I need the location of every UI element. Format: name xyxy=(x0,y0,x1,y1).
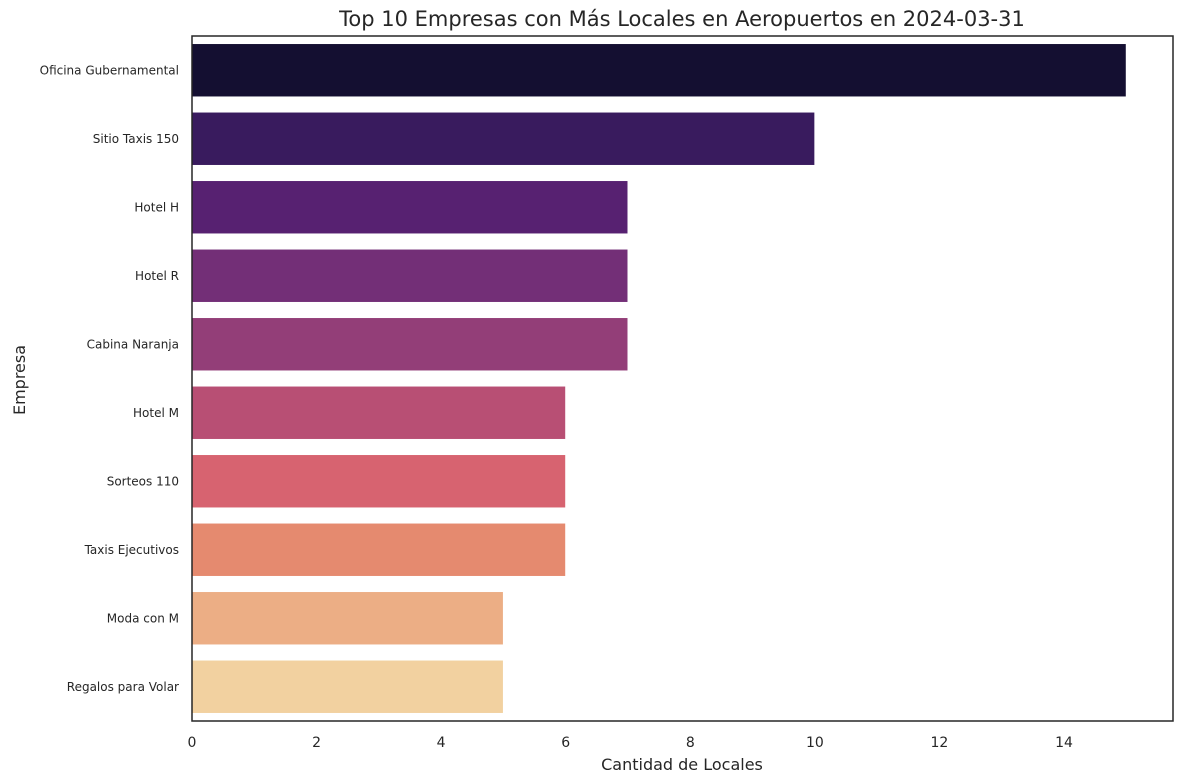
x-tick-label: 0 xyxy=(188,735,197,751)
y-tick-label: Cabina Naranja xyxy=(87,337,179,351)
bar-cabina-naranja xyxy=(191,317,629,372)
x-tick-label: 12 xyxy=(931,735,949,751)
bar-hotel-r xyxy=(191,248,629,303)
bar-hotel-h xyxy=(191,180,629,235)
x-tick-label: 10 xyxy=(806,735,824,751)
x-tick-label: 14 xyxy=(1055,735,1073,751)
bar-moda-con-m xyxy=(191,591,504,646)
y-tick-label: Sorteos 110 xyxy=(107,474,179,488)
bars-group xyxy=(191,43,1127,714)
y-tick-label: Hotel R xyxy=(135,269,179,283)
x-tick-label: 4 xyxy=(437,735,446,751)
x-tick-label: 8 xyxy=(686,735,695,751)
x-tick-label: 6 xyxy=(561,735,570,751)
bar-sorteos-110 xyxy=(191,454,567,509)
bar-regalos-para-volar xyxy=(191,659,504,714)
y-tick-labels: Oficina Gubernamental Sitio Taxis 150 Hote… xyxy=(40,63,179,694)
y-tick-label: Hotel M xyxy=(133,406,179,420)
x-axis-label: Cantidad de Locales xyxy=(601,755,763,774)
x-tick-label: 2 xyxy=(312,735,321,751)
x-axis-ticks: 0 2 4 6 8 10 12 14 xyxy=(188,735,1073,751)
chart-title: Top 10 Empresas con Más Locales en Aerop… xyxy=(338,7,1025,31)
y-tick-label: Oficina Gubernamental xyxy=(40,63,179,77)
bar-sitio-taxis-150 xyxy=(191,111,816,166)
y-tick-label: Sitio Taxis 150 xyxy=(93,132,179,146)
y-tick-label: Moda con M xyxy=(107,611,179,625)
plot-frame xyxy=(191,35,1174,722)
y-tick-label: Hotel H xyxy=(134,200,179,214)
y-tick-label: Taxis Ejecutivos xyxy=(84,543,179,557)
bar-oficina-gubernamental xyxy=(191,43,1127,98)
y-tick-label: Regalos para Volar xyxy=(67,680,179,694)
bar-hotel-m xyxy=(191,385,567,440)
y-axis-label: Empresa xyxy=(10,345,29,415)
bar-taxis-ejecutivos xyxy=(191,522,567,577)
